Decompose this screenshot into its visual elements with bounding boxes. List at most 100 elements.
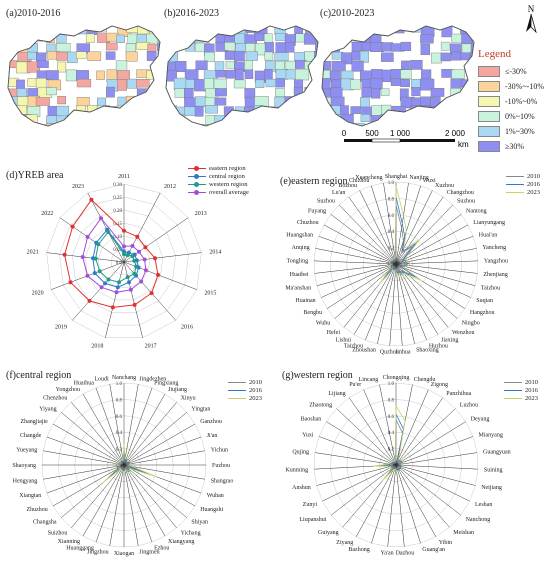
- radar-spoke: [395, 263, 471, 298]
- radar-spoke: [123, 402, 177, 466]
- radar-axis-label: Bozhou: [338, 183, 357, 189]
- radar-axis-label: Huaihua: [74, 380, 95, 386]
- radar-axis-label: Guiyang: [318, 530, 339, 536]
- radar-legend-label: central region: [209, 172, 245, 180]
- legend-item: 1%~30%: [478, 124, 550, 139]
- radar-spoke: [109, 384, 125, 466]
- radar-spoke: [123, 464, 153, 543]
- radar-spoke: [322, 464, 397, 502]
- radar-axis-label: Changzhou: [447, 190, 474, 196]
- radar-legend-swatch: [506, 191, 524, 193]
- radar-point: [153, 256, 157, 261]
- radar-spoke: [318, 236, 397, 265]
- legend-item: 0%~10%: [478, 109, 550, 124]
- radar-axis-label: Ya'an: [381, 551, 394, 557]
- radar-grid-ring: [97, 235, 151, 288]
- radar-spoke: [323, 224, 397, 265]
- radar-spoke: [395, 224, 469, 265]
- radar-legend-swatch: [506, 183, 524, 185]
- radar-point: [125, 253, 130, 258]
- radar-grid-ring: [46, 183, 202, 338]
- radar-point: [68, 280, 73, 285]
- radar-tick-label: 1.0: [388, 382, 395, 387]
- radar-point: [93, 256, 98, 261]
- map-c: [321, 25, 475, 127]
- radar-axis-label: Panzhihua: [446, 391, 471, 397]
- radar-axis-label: Pingxiang: [154, 380, 178, 386]
- map-label-b: (b)2016-2023: [164, 8, 219, 19]
- radar-axis-label: Huai'an: [479, 232, 497, 238]
- radar-legend-item: 2010: [228, 378, 262, 386]
- radar-axis-label: Guangyuan: [483, 450, 511, 456]
- north-label: N: [528, 4, 535, 14]
- radar-spoke: [319, 436, 397, 466]
- radar-axis-label: Yichang: [181, 530, 201, 536]
- radar-axis-label: Xiaogan: [114, 551, 134, 557]
- radar-axis-label: Xuancheng: [355, 175, 382, 181]
- radar-legend-item: 2023: [506, 188, 540, 196]
- radar-axis-label: Chongqing: [383, 375, 410, 381]
- radar-spoke: [109, 464, 125, 546]
- radar-point: [134, 264, 139, 269]
- radar-point: [62, 252, 67, 257]
- radar-spoke: [123, 387, 153, 466]
- radar-spoke: [395, 263, 478, 274]
- radar-spoke: [123, 464, 205, 480]
- radar-grid-ring: [362, 431, 430, 498]
- radar-axis-label: Xiangtan: [19, 493, 41, 499]
- radar-spoke: [82, 464, 125, 537]
- radar-spoke: [87, 192, 125, 263]
- radar-legend: eastern region central region western regi…: [188, 164, 249, 196]
- radar-axis-label: Bengbu: [303, 310, 322, 316]
- radar-axis-label: 2017: [145, 344, 157, 350]
- legend-label: ≥30%: [505, 142, 525, 151]
- radar-series-line: [111, 452, 146, 476]
- radar-axis-label: Zhaotong: [309, 402, 332, 408]
- radar-spoke: [395, 263, 427, 341]
- radar-spoke: [46, 436, 125, 466]
- legend-swatch: [478, 111, 500, 122]
- radar-legend-item: eastern region: [188, 164, 249, 172]
- radar-axis-label: Changsha: [33, 520, 57, 526]
- radar-grid-ring: [346, 214, 446, 314]
- radar-title: (e)eastern region: [280, 176, 348, 187]
- radar-series-line: [64, 199, 159, 308]
- radar-legend-swatch: [506, 175, 524, 177]
- radar-spoke: [365, 263, 397, 341]
- radar-point: [99, 216, 103, 221]
- radar-axis-label: 2014: [209, 250, 221, 256]
- radar-axis-label: Ji'an: [207, 433, 218, 439]
- radar-axis-label: Tongling: [287, 259, 309, 265]
- radar-spoke: [123, 261, 176, 321]
- legend-swatch: [478, 126, 500, 137]
- radar-spoke: [314, 263, 397, 274]
- radar-spoke: [123, 393, 166, 466]
- radar-point: [132, 302, 137, 307]
- radar-axis-label: Ziyang: [336, 540, 353, 546]
- radar-spoke: [334, 263, 397, 319]
- radar-legend-swatch: [228, 397, 246, 399]
- radar-axis-label: Wuhu: [316, 321, 330, 327]
- radar-central: Nanchang Jingdezhen Pingxiang Jiujiang Xinyu…: [2, 360, 274, 566]
- radar-axis-label: Shaoxing: [416, 348, 439, 354]
- radar-spoke: [348, 397, 397, 466]
- radar-spoke: [316, 263, 397, 286]
- radar-grid-ring: [379, 448, 413, 482]
- radar-spoke: [123, 464, 196, 507]
- radar-spoke: [395, 397, 444, 466]
- radar-axis-label: Quzhou: [380, 350, 399, 356]
- scale-tick: 1 000: [390, 129, 411, 138]
- radar-tick-label: 0.0: [116, 261, 123, 266]
- radar-axis-label: Bazhong: [348, 547, 369, 553]
- radar-axis-label: Leshan: [475, 502, 492, 508]
- legend-swatch: [478, 66, 500, 77]
- radar-axis-label: Lu'an: [332, 190, 345, 196]
- radar-legend-item: 2023: [228, 394, 262, 402]
- radar-legend-label: western region: [209, 180, 248, 188]
- radar-axis-label: 2012: [164, 184, 176, 190]
- radar-spoke: [71, 464, 125, 528]
- radar-axis-label: Yichun: [211, 448, 228, 454]
- radar-tick-label: 0.2: [116, 448, 123, 453]
- radar-spoke: [123, 436, 202, 466]
- radar-spoke: [395, 464, 437, 537]
